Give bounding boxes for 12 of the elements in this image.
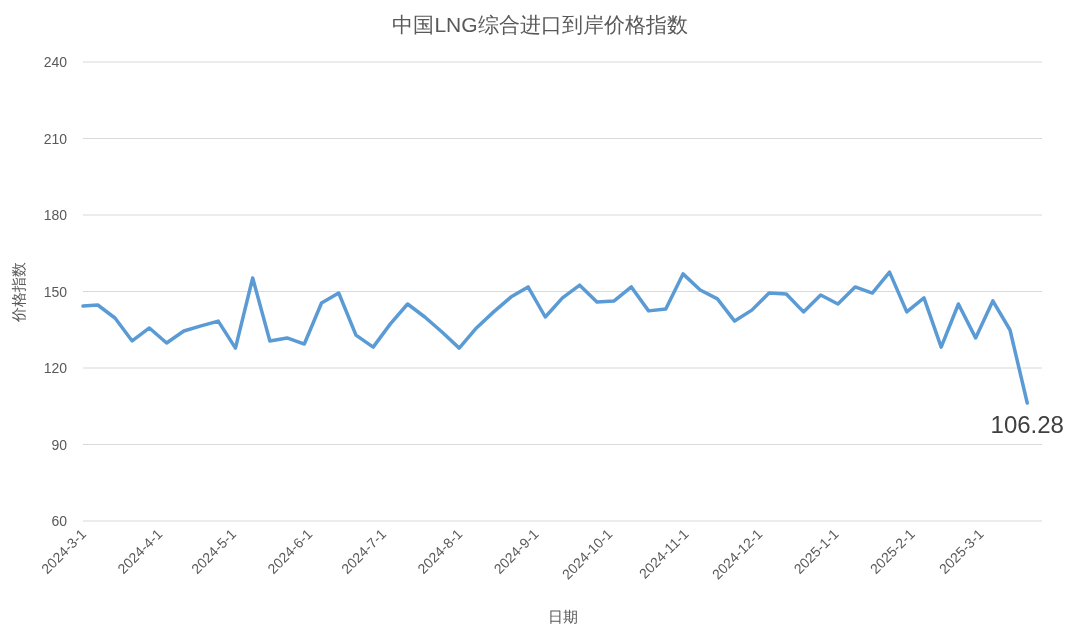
y-tick-label: 150 [43, 283, 68, 300]
line-series [81, 270, 1029, 405]
y-tick-label: 120 [43, 360, 68, 376]
y-tick-label: 90 [51, 436, 68, 453]
y-axis-title: 价格指数 [10, 261, 27, 323]
y-tick-label: 240 [43, 54, 68, 70]
y-tick-label: 60 [51, 513, 68, 529]
chart-title: 中国LNG综合进口到岸价格指数 [392, 13, 688, 36]
y-tick-label: 180 [43, 207, 68, 223]
x-axis-title: 日期 [547, 608, 578, 625]
annotation: 106.28 [990, 410, 1064, 438]
y-tick-label: 210 [43, 130, 68, 147]
